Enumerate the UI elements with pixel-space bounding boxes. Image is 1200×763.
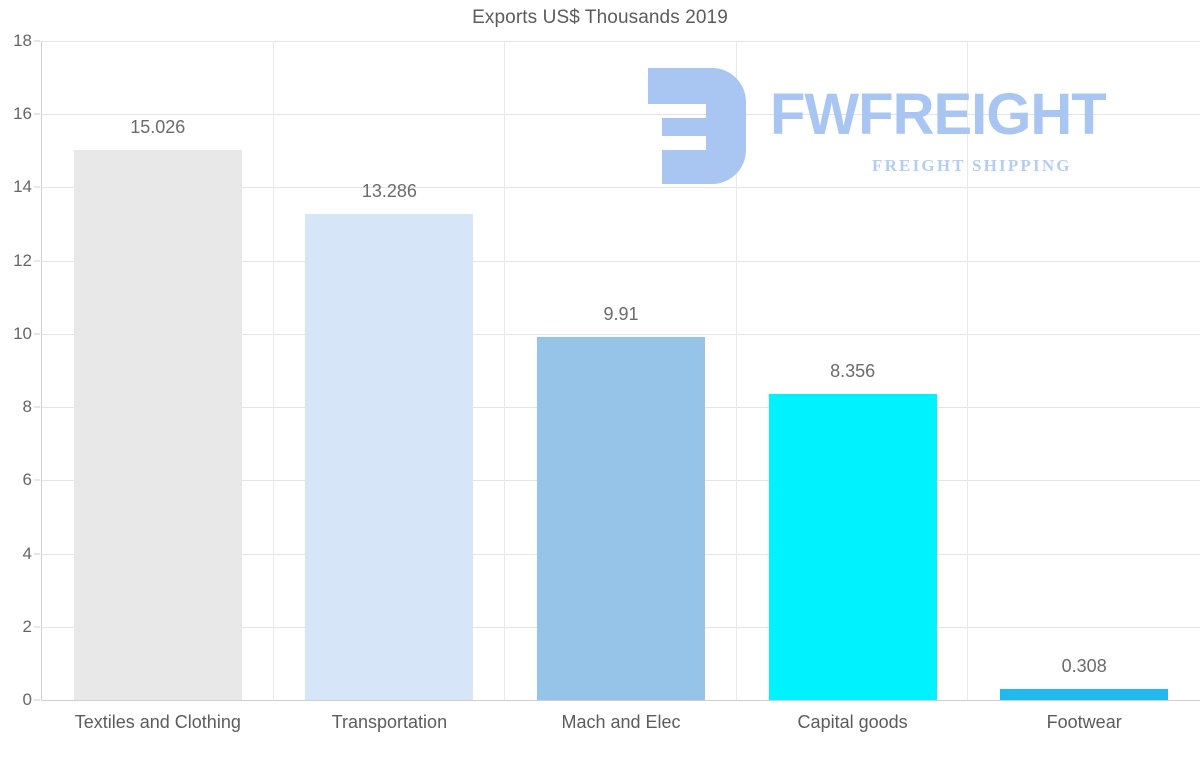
y-axis-tick-label: 10 [13, 323, 32, 343]
y-axis-tick-mark [34, 626, 40, 628]
y-axis-tick-label: 16 [13, 104, 32, 124]
gridline-vertical [967, 41, 969, 700]
bar-value-label: 8.356 [830, 361, 876, 382]
bar[interactable] [768, 394, 937, 700]
bar-value-label: 9.91 [603, 304, 639, 325]
gridline-horizontal [41, 260, 1200, 262]
bar[interactable] [537, 337, 705, 700]
gridline-horizontal [41, 41, 1200, 42]
y-axis-tick-label: 14 [13, 177, 32, 197]
y-axis-tick-label: 4 [22, 543, 32, 563]
y-axis-tick-mark [34, 406, 40, 408]
gridline-vertical [504, 41, 506, 700]
x-axis-label: Capital goods [797, 712, 908, 732]
y-axis-tick-label: 2 [22, 616, 32, 636]
bar-value-label: 15.026 [130, 116, 186, 137]
y-axis-tick-mark [34, 40, 40, 42]
y-axis-tick-label: 18 [13, 31, 32, 50]
x-axis-label: Textiles and Clothing [74, 712, 241, 732]
y-axis-tick-label: 6 [22, 470, 32, 490]
bar[interactable] [305, 213, 474, 700]
bar[interactable] [73, 149, 242, 700]
gridline-horizontal [41, 114, 1200, 116]
y-axis-tick-label: 12 [13, 250, 32, 270]
y-axis-tick-mark [34, 479, 40, 481]
y-axis-tick-mark [34, 260, 40, 262]
gridline-horizontal [41, 187, 1200, 189]
x-axis-label: Transportation [331, 712, 448, 732]
y-axis-tick-label: 8 [22, 397, 32, 417]
y-axis-tick-mark [34, 333, 40, 335]
y-axis-tick-label: 0 [22, 690, 32, 709]
y-axis-line [41, 41, 42, 701]
x-axis-label: Mach and Elec [561, 712, 681, 732]
bar-value-label: 13.286 [361, 180, 417, 201]
x-axis-line [41, 700, 1200, 701]
y-axis-tick-mark [34, 113, 40, 115]
bar[interactable] [1000, 688, 1169, 700]
y-axis-tick-mark [34, 186, 40, 188]
y-axis-tick-mark [34, 553, 40, 555]
gridline-vertical [272, 41, 274, 700]
bars-layer [42, 41, 1200, 700]
y-axis-tick-mark [34, 699, 40, 701]
gridline-vertical [735, 41, 737, 700]
x-axis-label: Footwear [1046, 712, 1122, 732]
bar-value-label: 0.308 [1061, 655, 1107, 676]
gridline-horizontal [41, 333, 1200, 335]
chart-title: Exports US$ Thousands 2019 [472, 7, 728, 28]
